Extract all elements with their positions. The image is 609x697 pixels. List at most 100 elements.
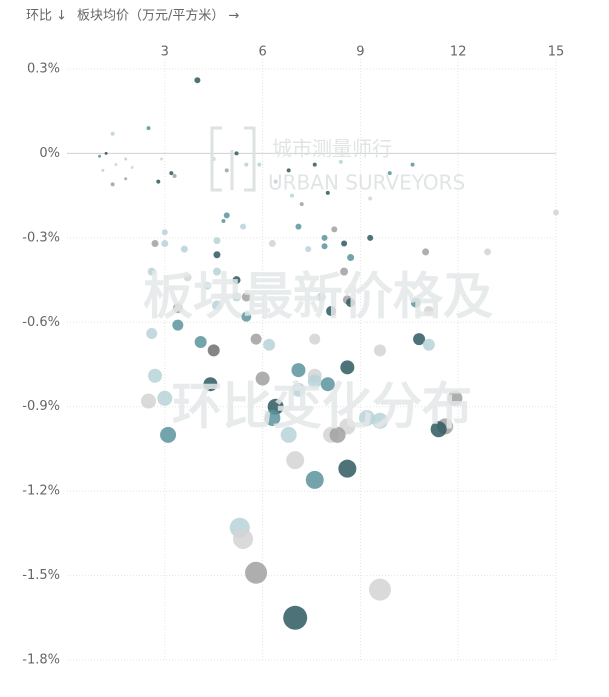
x-tick-label: 6 bbox=[258, 45, 266, 60]
bubble bbox=[484, 248, 492, 256]
bubble bbox=[295, 223, 302, 230]
bubble bbox=[183, 273, 192, 282]
bubble bbox=[172, 173, 177, 178]
bubble bbox=[291, 363, 306, 378]
y-tick-label: 0.3% bbox=[27, 62, 60, 77]
bubble bbox=[194, 77, 201, 84]
bubble bbox=[241, 292, 251, 302]
bubble bbox=[147, 267, 156, 276]
bubble bbox=[223, 212, 230, 219]
bubble bbox=[257, 162, 262, 167]
bubble bbox=[151, 239, 159, 247]
bubble bbox=[146, 126, 151, 131]
bubble bbox=[329, 426, 346, 443]
bubble bbox=[358, 409, 375, 426]
bubble bbox=[212, 267, 221, 276]
bubble bbox=[368, 196, 373, 201]
bubble bbox=[321, 243, 328, 250]
bubble bbox=[413, 333, 426, 346]
bubble bbox=[283, 605, 308, 630]
watermark-title: 板块最新价格及 bbox=[143, 268, 493, 326]
bubble bbox=[148, 368, 163, 383]
bubble bbox=[110, 182, 115, 187]
bubble bbox=[367, 234, 374, 241]
bubble bbox=[104, 151, 108, 155]
bubble bbox=[286, 451, 305, 470]
bubble bbox=[245, 561, 268, 584]
bubble bbox=[232, 292, 242, 302]
bubble bbox=[98, 154, 102, 158]
x-tick-label: 12 bbox=[450, 45, 467, 60]
bubble bbox=[423, 306, 434, 317]
y-tick-label: 0% bbox=[39, 146, 60, 161]
bubble bbox=[307, 374, 322, 389]
bubble bbox=[373, 344, 386, 357]
y-tick-label: -0.9% bbox=[22, 399, 60, 414]
bubble bbox=[221, 218, 226, 223]
bubble bbox=[286, 168, 291, 173]
bubble bbox=[232, 276, 241, 285]
bubble bbox=[305, 470, 324, 489]
bubble bbox=[160, 157, 164, 161]
bubble bbox=[194, 335, 207, 348]
plot-area: 3 6 9 12 15 0.3% 0% -0.3% -0.6% -0.9% -1.2% -1.5% -1… bbox=[22, 45, 564, 668]
bubble bbox=[146, 328, 158, 340]
x-tick-label: 3 bbox=[161, 45, 169, 60]
bubble bbox=[430, 421, 447, 438]
bubble bbox=[157, 390, 173, 406]
bubble bbox=[203, 377, 218, 392]
x-tick-label: 15 bbox=[548, 45, 565, 60]
bubble bbox=[346, 298, 356, 308]
bubble bbox=[338, 159, 343, 164]
bubble bbox=[255, 371, 270, 386]
bubble bbox=[213, 237, 221, 245]
bubble bbox=[280, 426, 297, 443]
bubble bbox=[291, 382, 306, 397]
watermark-cn: 城市测量师行 bbox=[272, 137, 392, 161]
bubble bbox=[250, 333, 262, 345]
bubble bbox=[305, 246, 312, 253]
watermark-logo bbox=[210, 126, 256, 192]
bubble bbox=[422, 248, 430, 256]
bubble bbox=[240, 223, 247, 230]
bubble bbox=[340, 360, 355, 375]
bubble bbox=[234, 151, 239, 156]
bubble bbox=[553, 209, 559, 216]
bubble bbox=[331, 226, 338, 233]
bubble bbox=[161, 239, 169, 247]
bubble bbox=[312, 162, 317, 167]
y-tick-label: -0.6% bbox=[22, 315, 60, 330]
y-axis-label: 环比 ↓ bbox=[26, 9, 67, 24]
bubble bbox=[172, 303, 183, 314]
bubble bbox=[447, 390, 463, 406]
bubble bbox=[172, 319, 184, 331]
bubble bbox=[309, 333, 321, 345]
bubble bbox=[387, 171, 392, 176]
bubble bbox=[340, 267, 349, 276]
bubble bbox=[273, 179, 278, 184]
bubble bbox=[289, 193, 294, 198]
bubble bbox=[124, 157, 128, 161]
bubble bbox=[326, 306, 337, 317]
bubble bbox=[410, 162, 415, 167]
bubble bbox=[299, 202, 304, 207]
bubble bbox=[169, 171, 174, 176]
bubble bbox=[263, 338, 276, 351]
bubble bbox=[233, 528, 254, 549]
bubble bbox=[268, 239, 276, 247]
bubble bbox=[244, 162, 249, 167]
bubble bbox=[161, 229, 168, 236]
y-tick-label: -0.3% bbox=[22, 230, 60, 245]
bubble bbox=[130, 166, 134, 169]
watermark-title: 环比变化分布 bbox=[172, 378, 472, 436]
bubble bbox=[224, 168, 229, 173]
bubble bbox=[180, 245, 188, 253]
bubble bbox=[101, 168, 105, 172]
bubble bbox=[264, 409, 281, 426]
x-tick-label: 9 bbox=[356, 45, 364, 60]
bubble bbox=[213, 251, 221, 259]
bubble bbox=[203, 281, 212, 290]
bubble bbox=[156, 179, 161, 184]
bubble bbox=[114, 163, 118, 167]
